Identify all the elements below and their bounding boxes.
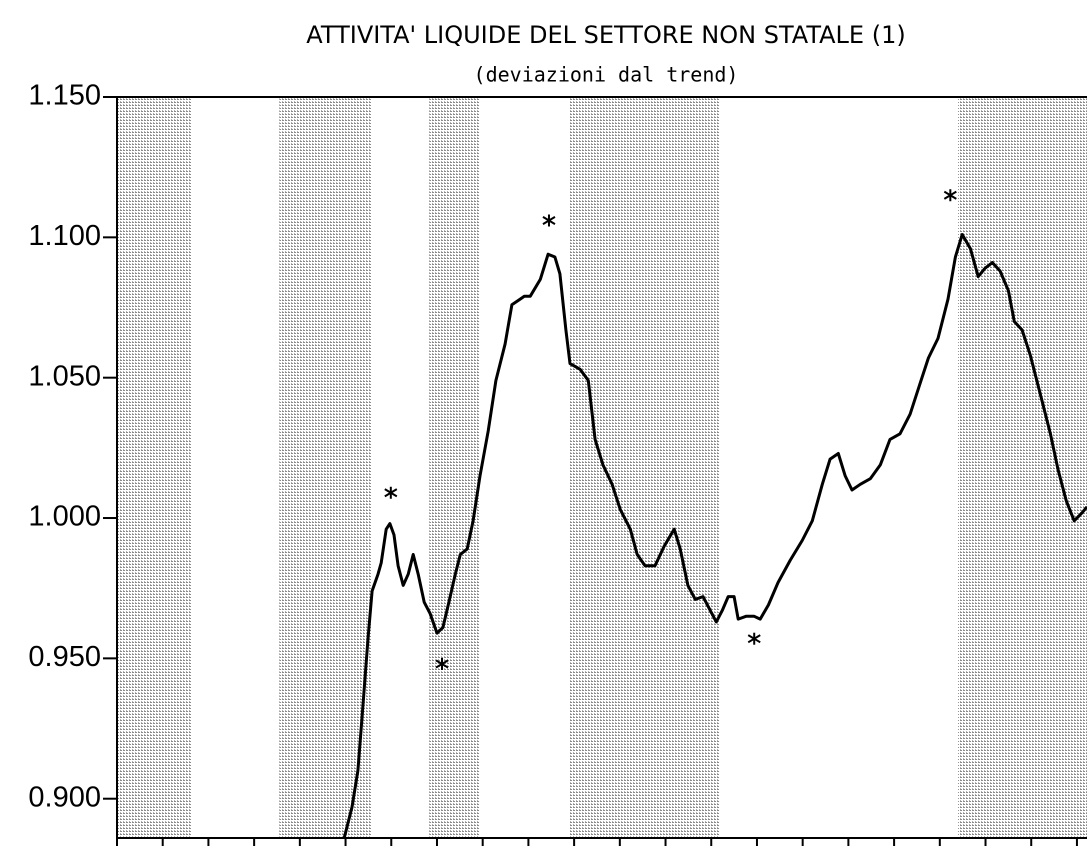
shaded-bands [117,97,1087,838]
y-tick-label: 1.100 [28,220,101,252]
chart-title: ATTIVITA' LIQUIDE DEL SETTORE NON STATAL… [306,21,905,49]
y-tick-label: 0.950 [28,641,101,673]
marker-stroke [943,190,957,200]
turning-point-marker [384,486,398,499]
shaded-period [429,97,480,838]
turning-point-marker [542,214,556,227]
shaded-period [958,97,1087,838]
chart-subtitle: (deviazioni dal trend) [474,63,739,87]
y-tick-label: 1.000 [28,501,101,533]
marker-stroke [384,488,398,498]
marker-stroke [747,634,761,644]
y-tick-label: 1.050 [28,360,101,392]
y-tick-label: 1.150 [28,80,101,112]
turning-point-marker [943,189,957,202]
data-line [342,233,1087,839]
shaded-period [569,97,720,838]
marker-stroke [435,659,449,669]
shaded-period [279,97,372,838]
y-tick-label: 0.900 [28,781,101,813]
turning-point-marker [435,657,449,670]
turning-point-marker [747,632,761,645]
marker-stroke [542,216,556,225]
shaded-period [117,97,192,838]
